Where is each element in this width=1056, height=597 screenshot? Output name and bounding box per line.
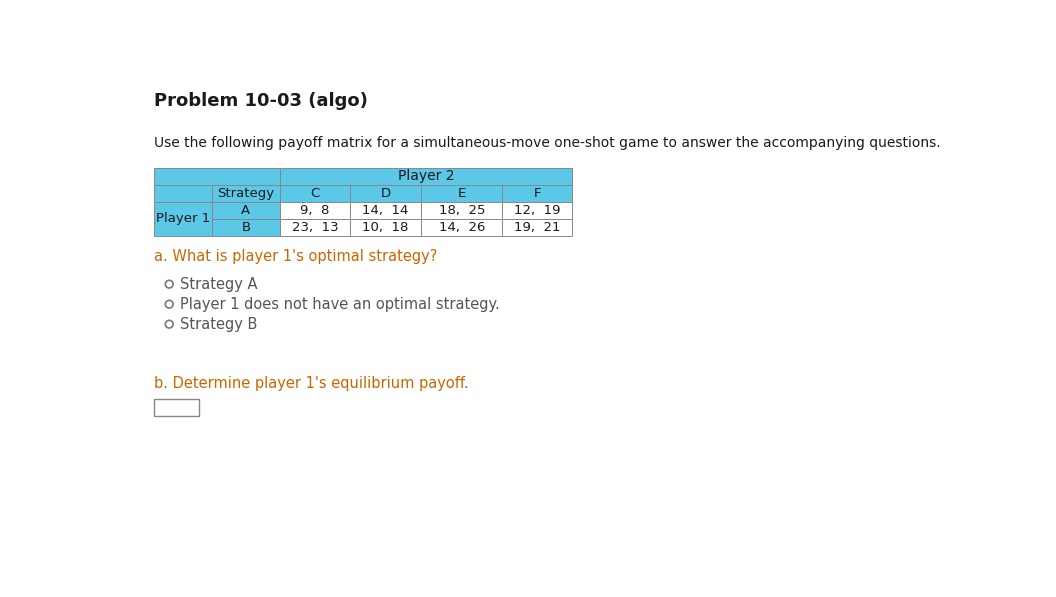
Bar xyxy=(280,219,350,236)
Text: Player 2: Player 2 xyxy=(398,170,454,183)
Bar xyxy=(212,219,280,236)
Text: B: B xyxy=(242,221,250,233)
Text: 23,  13: 23, 13 xyxy=(291,221,338,233)
Bar xyxy=(280,202,350,219)
Text: A: A xyxy=(242,204,250,217)
Text: 14,  26: 14, 26 xyxy=(438,221,485,233)
Bar xyxy=(280,168,572,185)
Text: Use the following payoff matrix for a simultaneous-move one-shot game to answer : Use the following payoff matrix for a si… xyxy=(154,136,940,150)
Bar xyxy=(503,219,572,236)
Bar xyxy=(350,219,421,236)
Bar xyxy=(421,202,503,219)
Text: D: D xyxy=(380,187,391,200)
Text: Player 1 does not have an optimal strategy.: Player 1 does not have an optimal strate… xyxy=(181,297,499,312)
Bar xyxy=(503,202,572,219)
Bar xyxy=(154,168,280,185)
Text: 18,  25: 18, 25 xyxy=(438,204,485,217)
Text: Strategy B: Strategy B xyxy=(181,316,258,332)
Bar xyxy=(154,185,212,202)
Text: 10,  18: 10, 18 xyxy=(362,221,409,233)
Bar xyxy=(154,399,199,416)
Text: Strategy: Strategy xyxy=(218,187,275,200)
Bar xyxy=(212,185,280,202)
Bar xyxy=(421,185,503,202)
Bar xyxy=(350,185,421,202)
Text: E: E xyxy=(457,187,466,200)
Text: Strategy A: Strategy A xyxy=(181,276,258,292)
Bar xyxy=(154,202,212,236)
Text: Player 1: Player 1 xyxy=(155,212,210,225)
Text: 19,  21: 19, 21 xyxy=(514,221,561,233)
Bar xyxy=(280,185,350,202)
Text: 12,  19: 12, 19 xyxy=(514,204,561,217)
Text: a. What is player 1's optimal strategy?: a. What is player 1's optimal strategy? xyxy=(154,249,437,264)
Text: Problem 10-03 (algo): Problem 10-03 (algo) xyxy=(154,92,367,110)
Bar xyxy=(503,185,572,202)
Text: F: F xyxy=(533,187,541,200)
Bar xyxy=(350,202,421,219)
Bar xyxy=(421,219,503,236)
Text: b. Determine player 1's equilibrium payoff.: b. Determine player 1's equilibrium payo… xyxy=(154,376,468,391)
Text: 14,  14: 14, 14 xyxy=(362,204,409,217)
Text: 9,  8: 9, 8 xyxy=(300,204,329,217)
Text: C: C xyxy=(310,187,320,200)
Bar xyxy=(212,202,280,219)
